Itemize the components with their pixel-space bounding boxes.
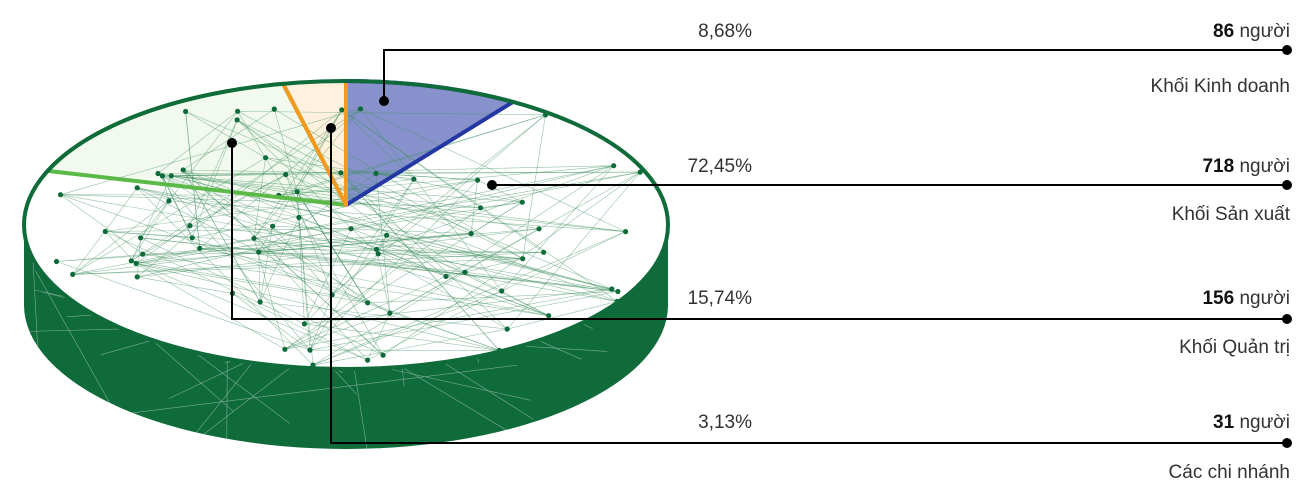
mesh-node [348,226,353,231]
pie-top-face [24,81,668,369]
mesh-node [469,231,474,236]
count-value: 718 [1202,156,1234,177]
mesh-node [505,327,510,332]
count-value: 31 [1213,412,1234,433]
mesh-node [54,259,59,264]
leader-dot-chi-nhanh-end [1282,438,1292,448]
mesh-node [140,252,145,257]
mesh-node [411,177,416,182]
mesh-node [190,235,195,240]
category-label-chi-nhanh: Các chi nhánh [970,462,1290,484]
count-unit: người [1239,156,1290,177]
mesh-node [520,256,525,261]
mesh-node [58,192,63,197]
count-unit: người [1239,21,1290,42]
mesh-node [374,247,379,252]
mesh-node [138,235,143,240]
mesh-node [235,109,240,114]
count-value: 156 [1202,288,1234,309]
count-unit: người [1239,412,1290,433]
mesh-node [181,167,186,172]
category-label-kinh-doanh: Khối Kinh doanh [970,76,1290,98]
mesh-node [103,229,108,234]
leader-dot-san-xuat-end [1282,180,1292,190]
leader-dot-kinh-doanh-end [1282,45,1292,55]
count-value: 86 [1213,21,1234,42]
mesh-node [70,272,75,277]
count-label-san-xuat: 718 người [990,156,1290,178]
count-label-quan-tri: 156 người [990,288,1290,310]
mesh-node [263,155,268,160]
mesh-node [169,173,174,178]
category-label-san-xuat: Khối Sản xuất [970,204,1290,226]
mesh-node [155,171,160,176]
mesh-node [541,250,546,255]
mesh-node [235,117,240,122]
mesh-node [499,288,504,293]
leader-dot-chi-nhanh-start [326,123,336,133]
mesh-node [129,258,134,263]
mesh-node [443,274,448,279]
mesh-node [282,347,287,352]
mesh-node [302,321,307,326]
mesh-node [376,251,381,256]
mesh-node [623,229,628,234]
leader-dot-quan-tri-start [227,138,237,148]
mesh-node [166,198,171,203]
mesh-node [546,313,551,318]
mesh-node [307,348,312,353]
mesh-node [338,170,343,175]
mesh-node [135,185,140,190]
mesh-node [381,353,386,358]
mesh-node [134,261,139,266]
mesh-node [339,107,344,112]
percent-label-san-xuat: 72,45% [592,156,752,178]
mesh-node [475,178,480,183]
count-label-kinh-doanh: 86 người [990,21,1290,43]
mesh-node [536,226,541,231]
mesh-node [135,274,140,279]
mesh-node [296,215,301,220]
leader-dot-san-xuat-start [487,180,497,190]
count-unit: người [1239,288,1290,309]
mesh-node [197,246,202,251]
mesh-node [272,107,277,112]
mesh-node [365,300,370,305]
mesh-node [365,358,370,363]
category-label-quan-tri: Khối Quản trị [970,337,1290,359]
mesh-node [358,106,363,111]
mesh-node [251,236,256,241]
mesh-node [256,250,261,255]
mesh-node [160,173,165,178]
mesh-node [270,224,275,229]
mesh-node [295,189,300,194]
mesh-node [258,299,263,304]
mesh-node [478,205,483,210]
mesh-node [183,109,188,114]
leader-dot-kinh-doanh-start [379,96,389,106]
count-label-chi-nhanh: 31 người [990,412,1290,434]
mesh-node [462,270,467,275]
mesh-node [187,223,192,228]
mesh-node [384,233,389,238]
mesh-node [373,171,378,176]
percent-label-kinh-doanh: 8,68% [592,21,752,43]
percent-label-quan-tri: 15,74% [592,288,752,310]
mesh-node [387,311,392,316]
mesh-node [283,172,288,177]
mesh-node [520,200,525,205]
percent-label-chi-nhanh: 3,13% [592,412,752,434]
leader-dot-quan-tri-end [1282,314,1292,324]
